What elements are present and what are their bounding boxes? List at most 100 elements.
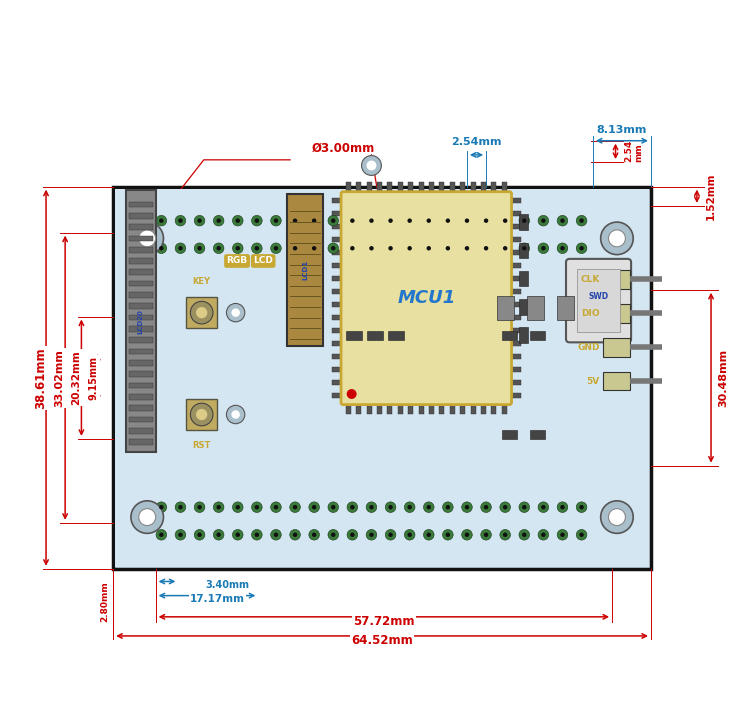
- Circle shape: [213, 215, 224, 226]
- Text: MCU1: MCU1: [398, 289, 455, 307]
- Circle shape: [190, 302, 213, 324]
- Bar: [497, 296, 514, 319]
- Circle shape: [196, 307, 207, 318]
- Circle shape: [500, 215, 511, 226]
- Circle shape: [424, 215, 434, 226]
- Bar: [509, 342, 520, 347]
- Circle shape: [386, 502, 396, 513]
- Circle shape: [156, 243, 166, 254]
- Bar: [129, 394, 153, 400]
- Circle shape: [331, 218, 335, 223]
- Circle shape: [347, 502, 358, 513]
- Circle shape: [217, 533, 221, 537]
- Circle shape: [290, 243, 300, 254]
- Circle shape: [442, 215, 453, 226]
- Text: LCD20: LCD20: [138, 309, 144, 334]
- Bar: [332, 328, 344, 333]
- Circle shape: [350, 505, 355, 509]
- Circle shape: [274, 246, 278, 250]
- Circle shape: [404, 502, 415, 513]
- Circle shape: [156, 215, 166, 226]
- Circle shape: [309, 502, 320, 513]
- Circle shape: [446, 218, 450, 223]
- Bar: [509, 276, 520, 281]
- Circle shape: [131, 222, 164, 255]
- Circle shape: [481, 502, 491, 513]
- Text: RGB: RGB: [226, 257, 248, 265]
- Circle shape: [217, 246, 221, 250]
- Circle shape: [465, 246, 470, 250]
- Bar: [186, 399, 218, 430]
- Circle shape: [386, 243, 396, 254]
- Circle shape: [347, 215, 358, 226]
- Circle shape: [271, 215, 281, 226]
- Circle shape: [350, 218, 355, 223]
- Bar: [470, 402, 476, 414]
- Circle shape: [197, 533, 202, 537]
- Circle shape: [217, 218, 221, 223]
- Circle shape: [519, 243, 530, 254]
- Circle shape: [427, 246, 431, 250]
- Circle shape: [309, 243, 320, 254]
- Bar: [509, 237, 520, 242]
- Text: GND: GND: [578, 343, 600, 352]
- Bar: [408, 183, 413, 194]
- Circle shape: [362, 155, 381, 175]
- Text: CLK: CLK: [580, 275, 600, 284]
- Text: 30.48mm: 30.48mm: [718, 349, 729, 407]
- Text: 64.52mm: 64.52mm: [351, 635, 413, 647]
- Bar: [129, 439, 153, 445]
- Circle shape: [369, 246, 374, 250]
- Circle shape: [350, 533, 355, 537]
- Bar: [509, 302, 520, 307]
- Text: 9.15mm: 9.15mm: [88, 356, 98, 400]
- Circle shape: [131, 501, 164, 533]
- Circle shape: [232, 309, 240, 317]
- Circle shape: [576, 243, 587, 254]
- Circle shape: [522, 218, 526, 223]
- Bar: [332, 250, 344, 255]
- Circle shape: [386, 215, 396, 226]
- Bar: [332, 302, 344, 307]
- Text: 3.40mm: 3.40mm: [206, 580, 249, 590]
- Circle shape: [274, 505, 278, 509]
- Bar: [332, 263, 344, 268]
- Circle shape: [190, 403, 213, 426]
- Circle shape: [481, 243, 491, 254]
- Bar: [129, 416, 153, 422]
- Circle shape: [194, 243, 205, 254]
- Circle shape: [446, 246, 450, 250]
- Bar: [129, 202, 153, 207]
- Bar: [491, 183, 496, 194]
- Circle shape: [196, 409, 207, 420]
- Bar: [603, 304, 630, 322]
- Bar: [388, 331, 404, 340]
- Bar: [509, 367, 520, 372]
- Bar: [419, 402, 424, 414]
- Text: 2.54mm: 2.54mm: [451, 137, 502, 147]
- Circle shape: [292, 218, 297, 223]
- Bar: [129, 360, 153, 366]
- Circle shape: [159, 505, 164, 509]
- Bar: [509, 328, 520, 333]
- Circle shape: [213, 530, 224, 540]
- Circle shape: [271, 502, 281, 513]
- Circle shape: [274, 218, 278, 223]
- Bar: [332, 224, 344, 229]
- Bar: [509, 263, 520, 268]
- Bar: [356, 402, 362, 414]
- Bar: [509, 394, 520, 399]
- Circle shape: [407, 533, 412, 537]
- Circle shape: [292, 533, 297, 537]
- Bar: [129, 349, 153, 354]
- Circle shape: [331, 533, 335, 537]
- Circle shape: [560, 218, 565, 223]
- Circle shape: [522, 533, 526, 537]
- Circle shape: [213, 243, 224, 254]
- Circle shape: [560, 246, 565, 250]
- Bar: [502, 430, 518, 439]
- Bar: [332, 198, 344, 202]
- Text: KEY: KEY: [193, 277, 211, 286]
- Circle shape: [608, 508, 625, 525]
- Circle shape: [601, 222, 633, 255]
